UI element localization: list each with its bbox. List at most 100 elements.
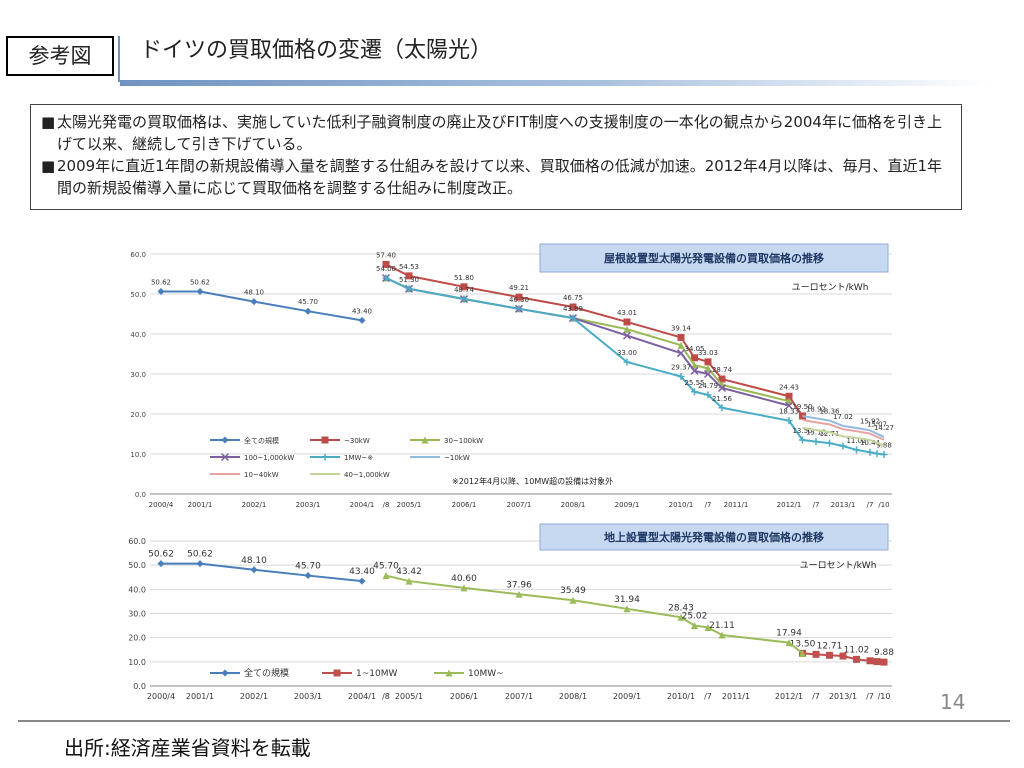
square-marker bbox=[405, 272, 413, 280]
data-label: 50.62 bbox=[190, 279, 210, 287]
data-label: 24.79 bbox=[698, 382, 718, 390]
square-marker bbox=[515, 293, 523, 301]
star-marker bbox=[812, 438, 820, 446]
x-tick-label: 2005/1 bbox=[397, 501, 422, 509]
data-label: 35.49 bbox=[560, 586, 586, 596]
diamond-marker bbox=[250, 298, 258, 306]
data-label: 40.60 bbox=[451, 574, 477, 584]
diamond-marker bbox=[157, 288, 165, 296]
x-tick-label: /7 bbox=[813, 501, 820, 509]
star-marker bbox=[866, 448, 874, 456]
triangle-marker bbox=[623, 605, 631, 613]
triangle-marker bbox=[677, 613, 685, 621]
data-label: 50.62 bbox=[187, 550, 213, 560]
y-tick-label: 60.0 bbox=[130, 251, 146, 259]
y-tick-label: 10.0 bbox=[130, 451, 146, 459]
data-label: 24.43 bbox=[779, 383, 799, 391]
data-label: 50.62 bbox=[151, 279, 171, 287]
x-tick-label: 2009/1 bbox=[615, 501, 640, 509]
diamond-marker bbox=[304, 572, 312, 580]
legend-label: 10~40kW bbox=[244, 471, 279, 479]
legend-item: 10MW~ bbox=[434, 669, 504, 679]
legend-item: 100~1,000kW bbox=[210, 452, 294, 462]
x-tick-label: /10 bbox=[878, 501, 889, 509]
square-marker bbox=[677, 333, 685, 341]
x-tick-label: 2001/1 bbox=[186, 692, 214, 701]
data-label: 12.71 bbox=[819, 430, 839, 438]
chart-title-box bbox=[539, 243, 889, 273]
chart-note: ※2012年4月以降、10MW超の設備は対象外 bbox=[452, 476, 613, 486]
triangle-marker bbox=[515, 590, 523, 598]
data-label: 45.70 bbox=[373, 562, 399, 572]
data-label: 21.56 bbox=[712, 395, 733, 403]
star-marker bbox=[405, 285, 413, 293]
data-label: 43.42 bbox=[396, 567, 422, 577]
data-label: 45.70 bbox=[298, 298, 318, 306]
series-line bbox=[385, 574, 804, 655]
triangle-marker bbox=[445, 669, 453, 677]
x-marker bbox=[703, 369, 713, 379]
star-marker bbox=[704, 391, 712, 399]
y-tick-label: 50.0 bbox=[128, 561, 146, 570]
square-marker bbox=[333, 669, 341, 677]
x-tick-label: 2002/1 bbox=[240, 692, 268, 701]
x-tick-label: 2010/1 bbox=[667, 692, 695, 701]
star-marker bbox=[515, 305, 523, 313]
data-label: 29.37 bbox=[671, 364, 691, 372]
notes-box: ■ 太陽光発電の買取価格は、実施していた低利子融資制度の廃止及びFIT制度への支援… bbox=[30, 104, 962, 210]
data-label: 18.33 bbox=[779, 408, 799, 416]
triangle-marker bbox=[460, 584, 468, 592]
data-label: 31.94 bbox=[614, 595, 640, 605]
note-text: 2009年に直近1年間の新規設備導入量を調整する仕組みを設けて以来、買取価格の低… bbox=[57, 157, 942, 197]
legend-label: ~30kW bbox=[344, 437, 370, 445]
chart-title: 屋根設置型太陽光発電設備の買取価格の推移 bbox=[604, 251, 824, 265]
diamond-marker bbox=[304, 307, 312, 315]
y-tick-label: 20.0 bbox=[130, 411, 146, 419]
data-label: 50.62 bbox=[148, 550, 174, 560]
star-marker bbox=[785, 417, 793, 425]
data-label: 18.92 bbox=[806, 405, 826, 413]
data-label: 11.02 bbox=[844, 645, 870, 655]
y-tick-label: 30.0 bbox=[130, 371, 146, 379]
triangle-marker bbox=[691, 622, 698, 630]
legend-label: 30~100kW bbox=[444, 437, 483, 445]
triangle-marker bbox=[677, 341, 685, 349]
series: 50.62 50.62 48.10 45.70 43.40 bbox=[148, 550, 375, 585]
star-marker bbox=[569, 314, 577, 322]
diamond-marker bbox=[196, 560, 204, 568]
x-marker bbox=[784, 401, 794, 410]
note-text: 太陽光発電の買取価格は、実施していた低利子融資制度の廃止及びFIT制度への支援制… bbox=[57, 113, 942, 153]
triangle-marker bbox=[421, 436, 429, 444]
square-marker bbox=[826, 651, 833, 659]
square-marker bbox=[812, 650, 820, 658]
x-tick-label: 2012/1 bbox=[775, 692, 803, 701]
y-axis-unit-label: ユーロセント/kWh bbox=[800, 560, 877, 571]
data-label: 13.50 bbox=[790, 639, 816, 649]
bullet-square-icon: ■ bbox=[41, 113, 56, 131]
legend-label: 100~1,000kW bbox=[244, 454, 294, 462]
square-marker bbox=[691, 354, 698, 362]
legend-item: 全ての規模 bbox=[210, 436, 279, 445]
y-tick-label: 0.0 bbox=[135, 491, 146, 499]
square-marker bbox=[382, 260, 390, 268]
square-marker bbox=[460, 283, 468, 291]
series-line bbox=[802, 415, 885, 438]
y-tick-label: 30.0 bbox=[128, 610, 146, 619]
y-axis-unit-label: ユーロセント/kWh bbox=[792, 282, 869, 293]
y-tick-label: 10.0 bbox=[128, 658, 146, 667]
data-label: 54.00 bbox=[376, 265, 396, 273]
diamond-marker bbox=[250, 566, 258, 574]
data-label: 39.14 bbox=[671, 324, 692, 332]
diamond-marker bbox=[157, 560, 165, 568]
star-marker bbox=[826, 439, 833, 447]
data-label: 15.92 bbox=[860, 417, 880, 425]
data-label: 13.10 bbox=[806, 429, 826, 437]
square-marker bbox=[839, 652, 847, 660]
triangle-marker bbox=[405, 577, 413, 585]
series: 50.62 50.62 48.10 45.70 43.40 bbox=[151, 279, 372, 324]
reference-figure-tag: 参考図 bbox=[6, 36, 114, 76]
star-marker bbox=[460, 295, 468, 303]
